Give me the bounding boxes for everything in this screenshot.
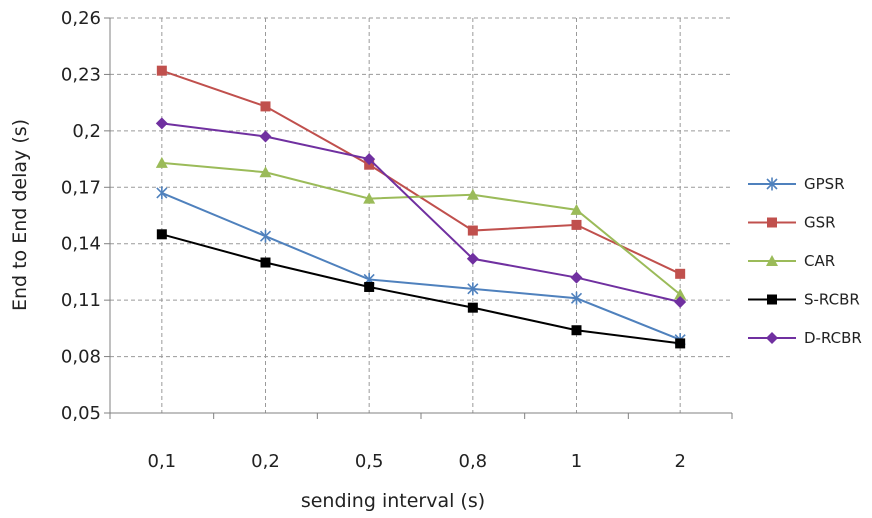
y-tick-labels: 0,05 0,08 0,11 0,14 0,17 0,2 0,23 0,26 (61, 8, 101, 424)
series-gpsr (156, 186, 686, 347)
data-point-s-rcbr (467, 302, 478, 313)
legend-marker (766, 177, 778, 191)
legend-marker (767, 294, 777, 305)
x-tick-label: 0,8 (459, 451, 488, 472)
data-point-d-rcbr (259, 130, 272, 143)
data-point-gsr (156, 65, 167, 76)
data-point-d-rcbr (570, 271, 583, 284)
legend-item-car: CAR (748, 252, 835, 270)
data-point-d-rcbr (363, 153, 376, 166)
series-car (155, 156, 687, 300)
legend-label: GSR (804, 214, 836, 232)
data-point-car (363, 192, 376, 204)
y-tick-label: 0,11 (61, 290, 101, 311)
data-point-gsr (260, 101, 271, 112)
y-tick-label: 0,14 (61, 234, 101, 255)
legend-marker (767, 217, 777, 228)
data-point-gsr (571, 219, 582, 230)
series-line-d-rcbr (161, 122, 681, 303)
data-point-gpsr (259, 229, 272, 243)
x-tick-label: 1 (571, 451, 582, 472)
data-point-car (466, 188, 479, 200)
data-point-d-rcbr (674, 296, 687, 309)
data-point-d-rcbr (155, 117, 168, 130)
legend-label: GPSR (804, 175, 845, 193)
data-point-s-rcbr (156, 229, 167, 240)
series-s-rcbr (156, 229, 686, 349)
data-point-car (259, 166, 272, 178)
data-point-gpsr (467, 282, 479, 296)
data-point-s-rcbr (364, 281, 375, 292)
y-tick-label: 0,05 (61, 403, 101, 424)
data-point-d-rcbr (466, 252, 479, 265)
series-line-car (161, 161, 681, 296)
legend-marker (766, 255, 778, 266)
series-line-gpsr (161, 192, 681, 341)
legend-label: S-RCBR (804, 291, 860, 309)
data-point-s-rcbr (675, 338, 686, 349)
y-tick-label: 0,2 (72, 121, 101, 142)
data-point-gsr (467, 225, 478, 236)
series-d-rcbr (155, 117, 687, 309)
data-point-car (674, 288, 687, 300)
legend-item-gsr: GSR (748, 214, 836, 232)
data-point-gpsr (570, 291, 583, 305)
y-tick-label: 0,08 (61, 347, 101, 368)
series-line-s-rcbr (161, 233, 681, 345)
data-point-s-rcbr (571, 325, 582, 336)
legend-marker (766, 332, 778, 344)
legend-item-d-rcbr: D-RCBR (748, 329, 862, 347)
x-tick-label: 0,5 (355, 451, 384, 472)
x-tick-labels: 0,1 0,2 0,5 0,8 1 2 (148, 451, 686, 472)
legend: GPSR GSR CAR S-RCBR D-RCBR (748, 175, 862, 347)
y-tick-label: 0,23 (61, 64, 101, 85)
y-tick-label: 0,17 (61, 177, 101, 198)
grid (110, 17, 732, 413)
legend-item-gpsr: GPSR (748, 175, 845, 193)
legend-label: CAR (804, 252, 835, 270)
x-tick-label: 2 (674, 451, 685, 472)
series-lines (155, 65, 687, 349)
legend-label: D-RCBR (804, 329, 862, 347)
x-tick-label: 0,2 (251, 451, 280, 472)
legend-item-s-rcbr: S-RCBR (748, 291, 860, 309)
data-point-car (155, 156, 168, 168)
y-tick-label: 0,26 (61, 8, 101, 29)
y-axis-title: End to End delay (s) (9, 119, 31, 311)
data-point-gsr (675, 268, 686, 279)
x-tick-label: 0,1 (148, 451, 177, 472)
data-point-s-rcbr (260, 257, 271, 268)
data-point-car (570, 203, 583, 215)
series-gsr (156, 65, 686, 279)
axes (104, 17, 733, 419)
data-point-gpsr (156, 186, 168, 200)
x-axis-title: sending interval (s) (301, 490, 485, 512)
